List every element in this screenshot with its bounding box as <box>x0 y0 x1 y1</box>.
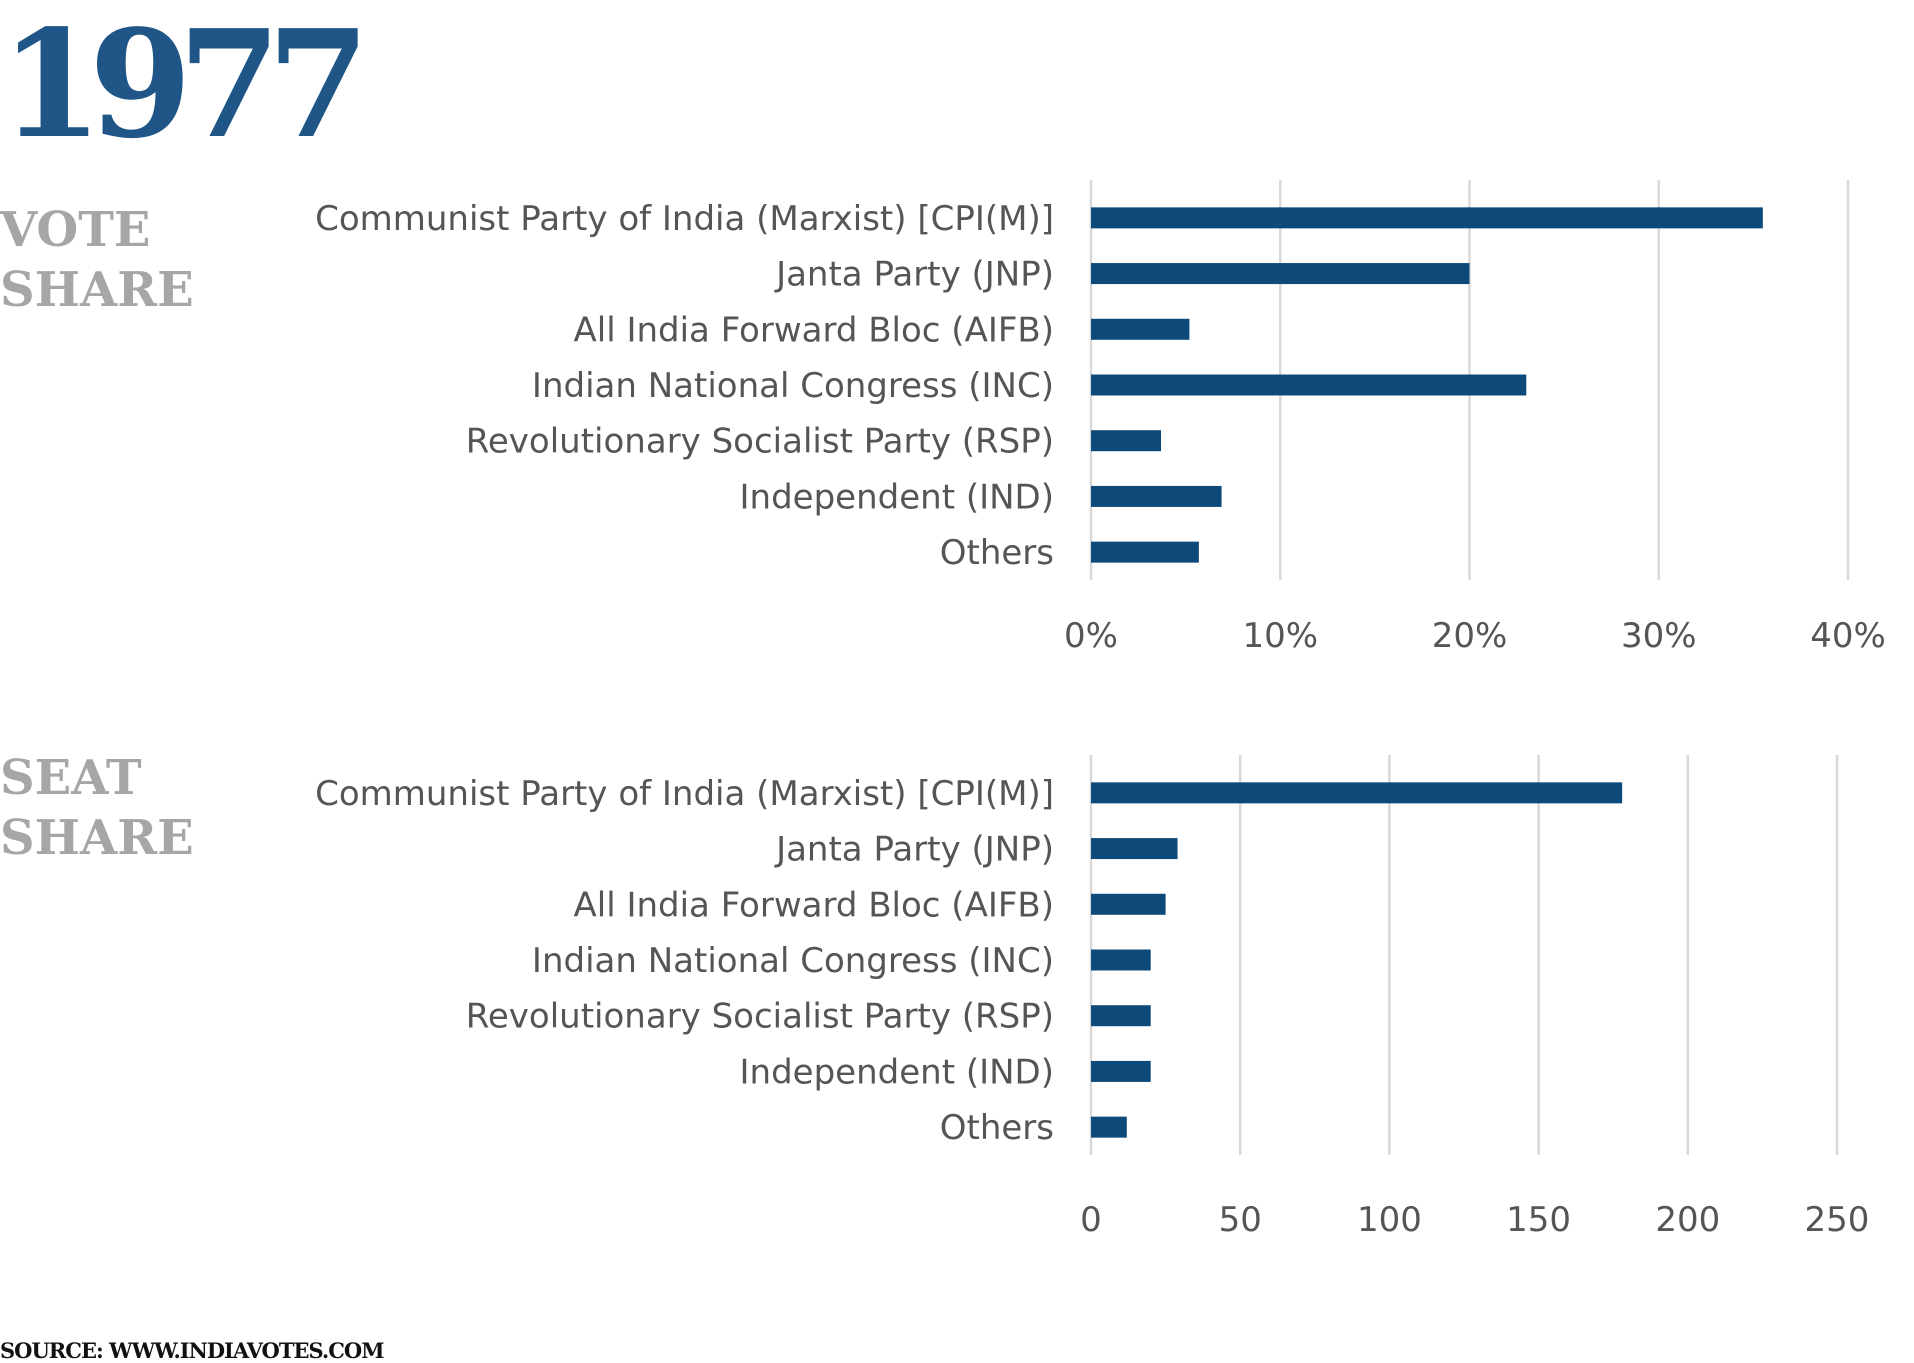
x-tick-label: 0% <box>1064 616 1118 656</box>
category-label: Others <box>940 1108 1054 1148</box>
bar <box>1091 541 1199 563</box>
category-label: Indian National Congress (INC) <box>532 366 1054 406</box>
bar <box>1091 782 1623 804</box>
x-tick-label: 250 <box>1805 1200 1870 1240</box>
bar <box>1091 430 1162 452</box>
category-label: Communist Party of India (Marxist) [CPI(… <box>315 774 1054 814</box>
source-note: SOURCE: WWW.INDIAVOTES.COM <box>0 1338 384 1363</box>
seat-share-chart: 0 50 100 150 200 250 Communist Party of India … <box>315 755 1870 1240</box>
category-label: All India Forward Bloc (AIFB) <box>573 885 1054 925</box>
x-tick-label: 100 <box>1357 1200 1422 1240</box>
vote-share-label-line2: SHARE <box>0 262 194 318</box>
category-label: Independent (IND) <box>740 1052 1054 1092</box>
bar <box>1091 263 1470 285</box>
bar <box>1091 1005 1151 1027</box>
seat-share-label-line1: SEAT <box>0 750 142 806</box>
vote-share-label: VOTE SHARE <box>0 200 194 320</box>
category-label: Revolutionary Socialist Party (RSP) <box>466 997 1054 1037</box>
x-tick-label: 10% <box>1242 616 1318 656</box>
seat-share-label: SEAT SHARE <box>0 748 194 868</box>
vote-share-label-line1: VOTE <box>0 202 151 258</box>
bar <box>1091 318 1190 340</box>
x-tick-label: 200 <box>1655 1200 1720 1240</box>
x-tick-label: 50 <box>1219 1200 1262 1240</box>
x-tick-label: 150 <box>1506 1200 1571 1240</box>
year-title: 1977 <box>0 0 370 171</box>
seat-share-label-line2: SHARE <box>0 810 194 866</box>
category-label: Communist Party of India (Marxist) [CPI(… <box>315 199 1054 239</box>
category-label: Revolutionary Socialist Party (RSP) <box>466 422 1054 462</box>
bar <box>1091 1060 1151 1082</box>
category-label: All India Forward Bloc (AIFB) <box>573 310 1054 350</box>
category-label: Janta Party (JNP) <box>774 255 1054 295</box>
bar <box>1091 374 1527 396</box>
bar <box>1091 838 1178 860</box>
bar <box>1091 893 1166 915</box>
category-label: Independent (IND) <box>740 477 1054 517</box>
x-tick-label: 30% <box>1621 616 1697 656</box>
bar <box>1091 485 1222 507</box>
vote-share-chart: 0% 10% 20% 30% 40% Communist Party of India (… <box>315 180 1886 656</box>
category-label: Others <box>940 533 1054 573</box>
bar <box>1091 949 1151 971</box>
bar <box>1091 1116 1127 1138</box>
category-label: Indian National Congress (INC) <box>532 941 1054 981</box>
bar <box>1091 207 1763 229</box>
x-tick-label: 40% <box>1810 616 1886 656</box>
x-tick-label: 0 <box>1080 1200 1102 1240</box>
category-label: Janta Party (JNP) <box>774 830 1054 870</box>
x-tick-label: 20% <box>1432 616 1508 656</box>
